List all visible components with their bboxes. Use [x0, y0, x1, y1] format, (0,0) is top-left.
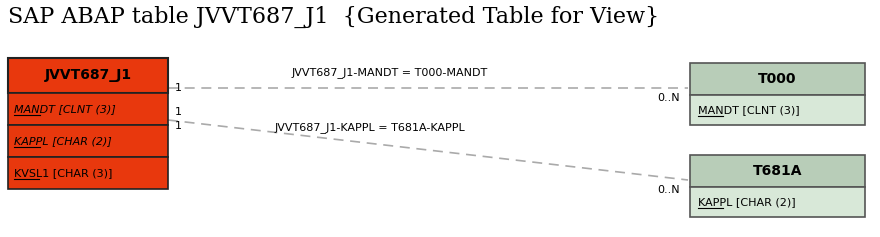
Bar	[8, 157, 168, 189]
Bar	[690, 63, 865, 95]
Text: 1: 1	[175, 107, 182, 117]
Bar	[690, 95, 865, 125]
Text: MANDT [CLNT (3)]: MANDT [CLNT (3)]	[14, 104, 116, 114]
Text: 0..N: 0..N	[657, 185, 680, 195]
Text: 1: 1	[175, 83, 182, 93]
Bar	[8, 125, 168, 157]
Bar	[8, 58, 168, 93]
Text: JVVT687_J1-KAPPL = T681A-KAPPL: JVVT687_J1-KAPPL = T681A-KAPPL	[275, 122, 466, 133]
Bar	[690, 155, 865, 187]
Text: KAPPL [CHAR (2)]: KAPPL [CHAR (2)]	[14, 136, 112, 146]
Text: KAPPL [CHAR (2)]: KAPPL [CHAR (2)]	[698, 197, 796, 207]
Bar	[8, 93, 168, 125]
Text: JVVT687_J1: JVVT687_J1	[44, 68, 132, 82]
Bar	[690, 187, 865, 217]
Text: 1: 1	[175, 121, 182, 131]
Text: T681A: T681A	[752, 164, 803, 178]
Text: JVVT687_J1-MANDT = T000-MANDT: JVVT687_J1-MANDT = T000-MANDT	[292, 67, 488, 78]
Text: T000: T000	[759, 72, 796, 86]
Text: KVSL1 [CHAR (3)]: KVSL1 [CHAR (3)]	[14, 168, 113, 178]
Text: MANDT [CLNT (3)]: MANDT [CLNT (3)]	[698, 105, 800, 115]
Text: SAP ABAP table JVVT687_J1  {Generated Table for View}: SAP ABAP table JVVT687_J1 {Generated Tab…	[8, 6, 659, 28]
Text: 0..N: 0..N	[657, 93, 680, 103]
